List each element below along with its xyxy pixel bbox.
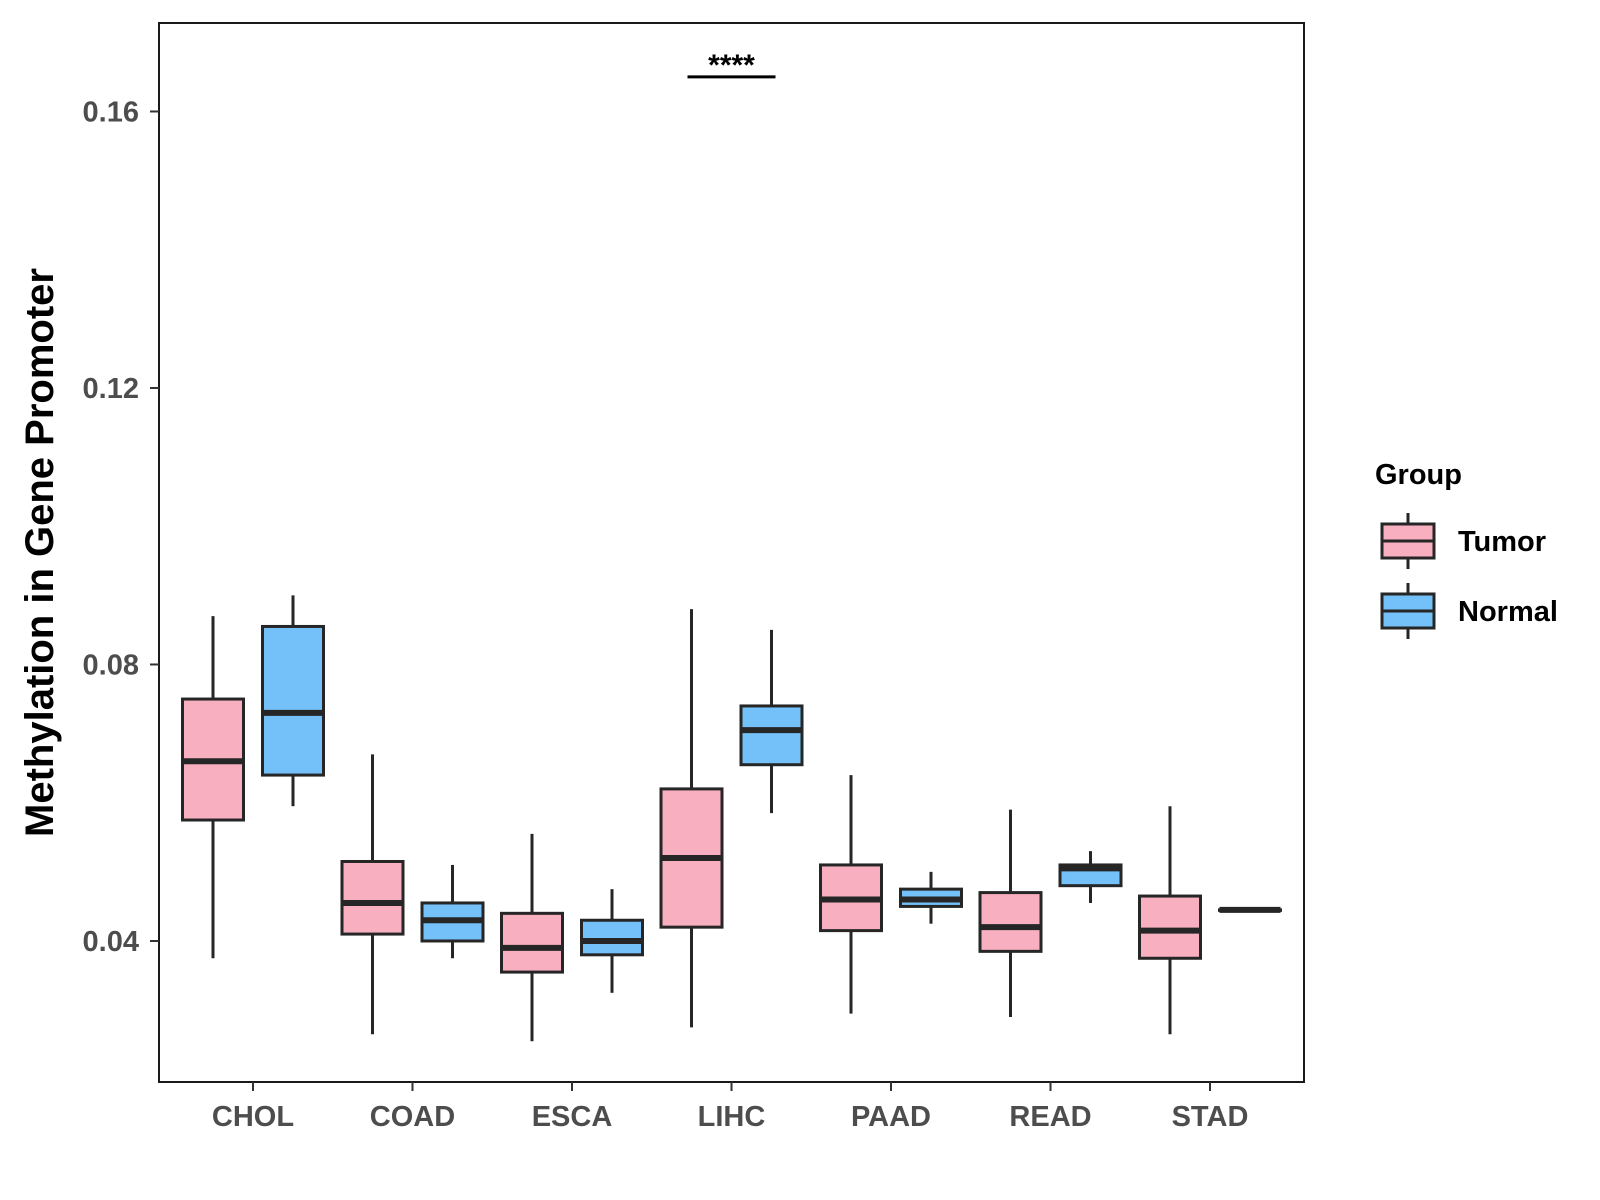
legend-item-tumor: Tumor — [1380, 513, 1546, 569]
box-normal-esca — [580, 889, 644, 993]
box-iqr — [340, 859, 405, 936]
x-tick-label: STAD — [1172, 1101, 1249, 1133]
box-tumor-chol — [181, 616, 245, 959]
box-tumor-stad — [1138, 806, 1202, 1035]
box-tumor-esca — [500, 833, 564, 1042]
box-normal-stad — [1218, 906, 1282, 913]
significance-label: **** — [708, 49, 755, 82]
box-iqr — [500, 911, 564, 974]
axes: 0.04 0.08 0.12 0.16 CHOL COAD ESCA LIHC PAAD READ… — [18, 22, 1305, 1133]
box-iqr — [580, 918, 644, 957]
legend-item-normal: Normal — [1380, 583, 1558, 639]
box-tumor-read — [978, 809, 1043, 1018]
x-tick-label: PAAD — [851, 1101, 931, 1133]
box-iqr — [978, 891, 1043, 953]
y-tick-label: 0.08 — [83, 649, 139, 681]
legend-label: Normal — [1458, 596, 1558, 628]
box-normal-coad — [420, 864, 485, 959]
box-iqr — [739, 704, 804, 767]
legend-label: Tumor — [1458, 526, 1546, 558]
box-iqr — [1138, 894, 1202, 960]
y-tick-label: 0.12 — [83, 373, 139, 405]
box-tumor-coad — [340, 754, 405, 1035]
box-normal-read — [1058, 851, 1123, 903]
y-tick-label: 0.16 — [83, 96, 139, 128]
legend: Group Tumor Normal — [1375, 459, 1558, 639]
box-normal-chol — [261, 595, 325, 807]
x-tick-label: ESCA — [532, 1101, 613, 1133]
y-axis-title: Methylation in Gene Promoter — [18, 268, 62, 837]
box-iqr — [261, 624, 325, 777]
x-tick-label: LIHC — [698, 1101, 766, 1133]
plot-panel-border — [158, 22, 1305, 1083]
box-normal-paad — [899, 871, 963, 924]
box-tumor-lihc — [659, 609, 724, 1028]
x-tick-label: COAD — [370, 1101, 455, 1133]
y-tick-label: 0.04 — [83, 926, 139, 958]
x-tick-label: CHOL — [212, 1101, 294, 1133]
legend-title: Group — [1375, 459, 1462, 491]
box-tumor-paad — [819, 775, 883, 1014]
x-tick-label: READ — [1009, 1101, 1091, 1133]
plot-area: **** — [181, 49, 1282, 1042]
box-normal-lihc — [739, 629, 804, 814]
